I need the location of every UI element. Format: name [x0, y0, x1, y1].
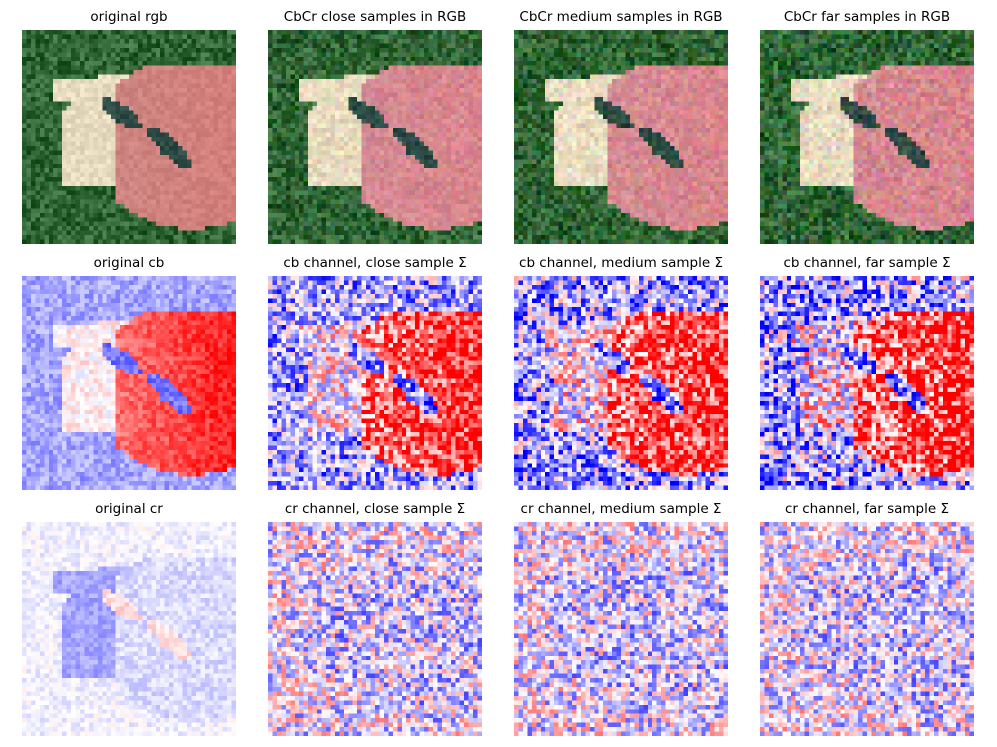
rgb-image — [268, 30, 482, 244]
cb-heatmap — [22, 276, 236, 490]
panel-title: cb channel, close sample Σ — [248, 254, 502, 272]
panel-title: CbCr medium samples in RGB — [494, 8, 748, 26]
cb-heatmap — [760, 276, 974, 490]
panel-title: original rgb — [2, 8, 256, 26]
panel-title: cr channel, medium sample Σ — [494, 500, 748, 518]
cr-heatmap — [760, 522, 974, 736]
cr-heatmap — [268, 522, 482, 736]
panel-title: cb channel, far sample Σ — [740, 254, 994, 272]
pixel-grid — [22, 30, 236, 244]
pixel-grid — [760, 30, 974, 244]
panel-title: original cb — [2, 254, 256, 272]
pixel-grid — [268, 522, 482, 736]
pixel-grid — [22, 276, 236, 490]
panel-title: cr channel, close sample Σ — [248, 500, 502, 518]
rgb-image — [760, 30, 974, 244]
pixel-grid — [514, 276, 728, 490]
panel-title: cr channel, far sample Σ — [740, 500, 994, 518]
pixel-grid — [514, 30, 728, 244]
cr-heatmap — [514, 522, 728, 736]
cr-heatmap — [22, 522, 236, 736]
pixel-grid — [268, 276, 482, 490]
pixel-grid — [760, 522, 974, 736]
cb-heatmap — [268, 276, 482, 490]
pixel-grid — [760, 276, 974, 490]
cb-heatmap — [514, 276, 728, 490]
pixel-grid — [22, 522, 236, 736]
panel-title: original cr — [2, 500, 256, 518]
pixel-grid — [514, 522, 728, 736]
panel-title: CbCr far samples in RGB — [740, 8, 994, 26]
panel-title: CbCr close samples in RGB — [248, 8, 502, 26]
panel-title: cb channel, medium sample Σ — [494, 254, 748, 272]
rgb-image — [22, 30, 236, 244]
pixel-grid — [268, 30, 482, 244]
rgb-image — [514, 30, 728, 244]
